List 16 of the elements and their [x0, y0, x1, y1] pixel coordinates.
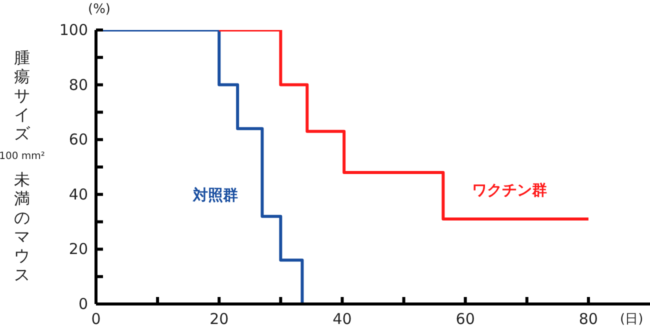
y-tick-label: 100	[59, 21, 88, 39]
y-tick-label: 60	[68, 130, 88, 149]
x-tick-label: 20	[210, 310, 229, 328]
x-tick-label: 80	[578, 310, 598, 328]
annotation: ワクチン群	[472, 181, 547, 200]
x-tick-label: 40	[332, 310, 352, 328]
annotation: 対照群	[193, 186, 238, 205]
y-tick-label: 20	[68, 240, 88, 258]
x-tick-label: 0	[91, 310, 101, 328]
y-tick-label: 0	[78, 295, 88, 313]
x-axis-title: (日)	[620, 311, 644, 328]
y-tick-label: 40	[68, 185, 88, 204]
text: 腫瘍サイズ100 mm²未満のマウス	[0, 48, 45, 284]
text: (%)	[88, 2, 110, 17]
y-tick-label: 80	[68, 76, 88, 94]
x-tick-label: 60	[456, 310, 475, 328]
